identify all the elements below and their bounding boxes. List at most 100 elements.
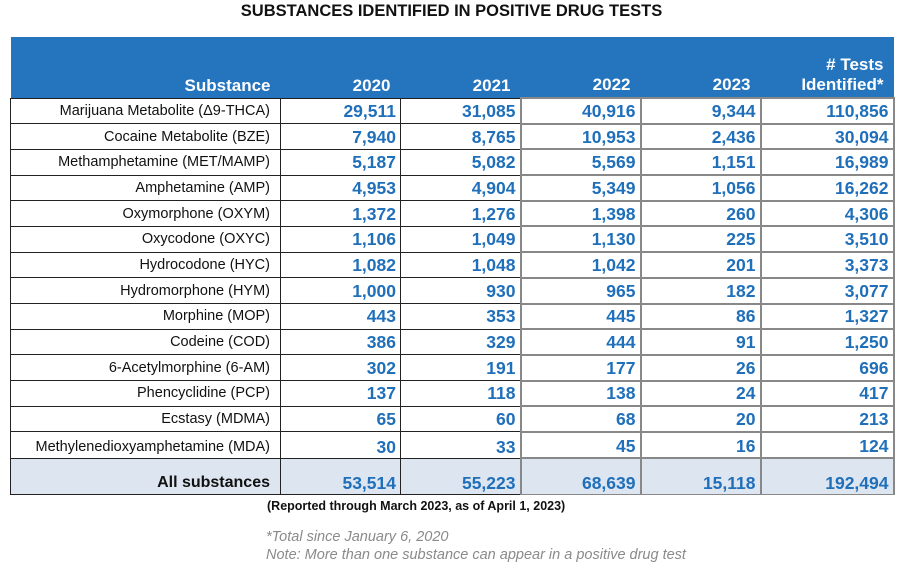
value-2023: 1,056	[639, 174, 762, 202]
table-row: Marijuana Metabolite (Δ9-THCA) 29,511 31,0…	[10, 97, 895, 125]
value-2020: 1,082	[280, 251, 401, 279]
value-2020: 302	[280, 354, 401, 382]
value-2020: 4,953	[280, 174, 401, 202]
value-2023: 201	[639, 251, 762, 279]
value-2022: 444	[519, 328, 642, 356]
value-2020: 65	[280, 405, 401, 433]
substance-name: Codeine (COD)	[10, 328, 281, 356]
substance-name: Methylenedioxyamphetamine (MDA)	[10, 431, 281, 459]
value-2022: 445	[519, 302, 642, 330]
footnote: *Total since January 6, 2020	[266, 529, 449, 545]
substance-name: All substances	[10, 457, 281, 496]
value-2022: 10,953	[519, 122, 642, 150]
table-row: Methamphetamine (MET/MAMP) 5,187 5,082 5,56…	[10, 148, 895, 176]
value-total: 1,327	[759, 302, 895, 330]
value-2021: 5,082	[400, 148, 521, 176]
page-title: SUBSTANCES IDENTIFIED IN POSITIVE DRUG T…	[240, 2, 663, 20]
header-2020: 2020	[280, 37, 401, 98]
value-total: 192,494	[759, 457, 895, 496]
value-2021: 1,049	[400, 225, 521, 253]
value-2022: 177	[519, 353, 642, 382]
value-2022: 5,349	[519, 174, 642, 202]
value-2020: 29,511	[280, 97, 401, 125]
value-total: 3,077	[759, 276, 895, 304]
value-total: 124	[759, 430, 895, 459]
value-2021: 60	[400, 405, 521, 433]
value-2021: 118	[400, 380, 521, 407]
table-row: Morphine (MOP) 443 353 445 86 1,327	[10, 302, 895, 330]
value-total: 110,856	[759, 97, 895, 125]
value-2020: 7,940	[280, 123, 401, 150]
value-2022: 5,569	[519, 148, 642, 176]
substance-name: Hydrocodone (HYC)	[10, 251, 281, 279]
header-2023: 2023	[640, 37, 761, 98]
header-total-line1: # Tests	[826, 55, 884, 74]
value-2020: 1,372	[280, 200, 401, 227]
value-2020: 386	[280, 328, 401, 356]
value-2022: 1,042	[519, 251, 642, 279]
table-row: 6-Acetylmorphine (6-AM) 302 191 177 26 696	[10, 353, 895, 382]
table-row: Codeine (COD) 386 329 444 91 1,250	[10, 328, 895, 356]
value-2021: 55,223	[400, 457, 521, 496]
value-2021: 191	[400, 354, 521, 382]
value-2021: 930	[400, 277, 521, 304]
value-2021: 4,904	[400, 174, 521, 202]
table-row: Hydrocodone (HYC) 1,082 1,048 1,042 201 3,373	[10, 251, 895, 279]
value-2022: 68	[519, 405, 642, 433]
note: Note: More than one substance can appear…	[266, 547, 686, 563]
value-2023: 225	[639, 225, 762, 253]
header-row: Substance 2020 2021 2022 2023 # Tests Ide…	[10, 37, 894, 98]
value-2023: 9,344	[639, 97, 762, 125]
value-total: 213	[759, 405, 895, 433]
reported-note: (Reported through March 2023, as of Apri…	[267, 499, 566, 513]
value-2023: 20	[639, 405, 762, 433]
value-2021: 8,765	[400, 123, 521, 150]
substance-name: Hydromorphone (HYM)	[10, 277, 281, 304]
value-2022: 965	[519, 276, 642, 304]
substance-name: Phencyclidine (PCP)	[10, 380, 281, 407]
table-row: Amphetamine (AMP) 4,953 4,904 5,349 1,056 16,…	[10, 174, 895, 202]
value-2023: 16	[639, 430, 762, 459]
value-2023: 1,151	[639, 148, 762, 176]
table-row: Phencyclidine (PCP) 137 118 138 24 417	[10, 379, 895, 407]
value-total: 16,262	[759, 174, 895, 202]
substances-table: Substance 2020 2021 2022 2023 # Tests Ide…	[10, 37, 895, 496]
table-row: Ecstasy (MDMA) 65 60 68 20 213	[10, 405, 895, 433]
value-total: 4,306	[759, 199, 895, 227]
value-2021: 1,276	[400, 200, 521, 227]
header-2022: 2022	[520, 37, 641, 98]
value-2020: 1,000	[280, 277, 401, 304]
value-2023: 26	[639, 353, 762, 382]
value-2020: 30	[280, 431, 401, 459]
table-row: Cocaine Metabolite (BZE) 7,940 8,765 10,953…	[10, 122, 895, 150]
value-2021: 353	[400, 303, 521, 330]
value-2023: 86	[639, 302, 762, 330]
substance-name: Cocaine Metabolite (BZE)	[10, 123, 281, 150]
header-2021: 2021	[400, 37, 521, 98]
value-2020: 137	[280, 380, 401, 407]
value-2021: 1,048	[400, 251, 521, 279]
value-2022: 68,639	[519, 457, 642, 496]
table-row: Methylenedioxyamphetamine (MDA) 30 33 45 16 1…	[10, 430, 895, 459]
value-total: 3,373	[759, 251, 895, 279]
value-total: 3,510	[759, 225, 895, 253]
substance-name: Ecstasy (MDMA)	[10, 405, 281, 433]
value-2020: 5,187	[280, 148, 401, 176]
value-total: 30,094	[759, 122, 895, 150]
value-2023: 182	[639, 276, 762, 304]
value-2020: 443	[280, 303, 401, 330]
substance-name: Oxycodone (OXYC)	[10, 225, 281, 253]
value-2020: 1,106	[280, 225, 401, 253]
value-total: 16,989	[759, 148, 895, 176]
value-2023: 15,118	[639, 457, 762, 496]
total-row: All substances 53,514 55,223 68,639 15,118 19…	[10, 457, 895, 496]
value-2022: 40,916	[519, 97, 642, 125]
value-2022: 45	[519, 430, 642, 459]
substance-name: Methamphetamine (MET/MAMP)	[10, 148, 281, 176]
value-total: 1,250	[759, 328, 895, 356]
table-row: Hydromorphone (HYM) 1,000 930 965 182 3,077	[10, 276, 895, 304]
substance-name: Morphine (MOP)	[10, 303, 281, 330]
value-2023: 91	[639, 328, 762, 356]
substance-name: Marijuana Metabolite (Δ9-THCA)	[10, 97, 281, 125]
value-total: 696	[759, 353, 895, 382]
